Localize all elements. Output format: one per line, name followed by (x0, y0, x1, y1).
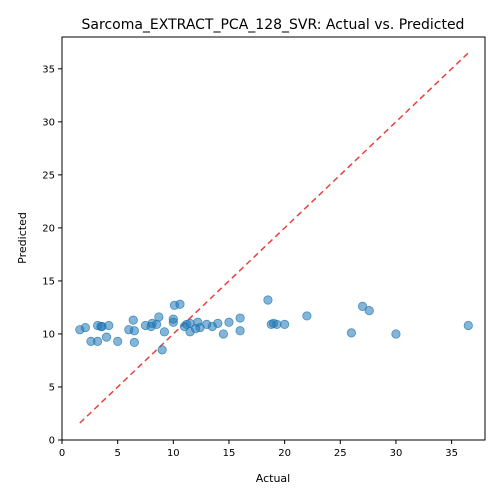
reference-line-layer (79, 52, 469, 424)
x-tick-label: 20 (278, 448, 291, 459)
data-point (364, 306, 374, 316)
x-axis-label: Actual (256, 472, 290, 485)
data-point (357, 301, 368, 311)
y-tick-label: 5 (49, 382, 55, 393)
x-tick-label: 15 (223, 448, 236, 459)
x-tick-label: 30 (390, 448, 403, 459)
data-point (93, 336, 103, 346)
data-point (154, 312, 164, 322)
data-points-layer (75, 295, 473, 355)
data-point (463, 320, 473, 331)
data-point (263, 295, 273, 305)
y-tick-label: 20 (42, 223, 55, 234)
x-tick-label: 25 (334, 448, 347, 459)
data-point (235, 326, 245, 336)
data-point (128, 315, 138, 325)
x-tick-label: 10 (167, 448, 180, 459)
reference-line (79, 52, 469, 424)
data-point (168, 314, 178, 324)
y-tick-label: 15 (42, 276, 55, 287)
data-point (346, 328, 357, 338)
data-point (129, 326, 139, 336)
data-point (235, 313, 245, 323)
data-point (101, 332, 112, 342)
x-tick-label: 5 (114, 448, 120, 459)
data-point (129, 337, 139, 348)
data-point (213, 318, 223, 328)
x-tick-label: 35 (445, 448, 458, 459)
data-point (80, 322, 90, 333)
y-axis-label: Predicted (16, 212, 29, 264)
x-axis-ticks: 0 5 10 15 20 25 30 35 (59, 440, 458, 459)
data-point (113, 336, 123, 346)
data-point (224, 317, 234, 327)
data-point (391, 329, 401, 339)
y-tick-label: 0 (49, 436, 55, 447)
data-point (157, 345, 167, 355)
data-point (159, 327, 170, 337)
y-tick-label: 35 (42, 64, 55, 75)
data-point (280, 319, 290, 330)
y-tick-label: 30 (42, 117, 55, 128)
data-point (272, 319, 282, 330)
data-point (104, 320, 114, 331)
x-tick-label: 0 (59, 448, 65, 459)
y-tick-label: 25 (42, 170, 55, 181)
y-axis-ticks: 0 5 10 15 20 25 30 35 (42, 64, 62, 447)
y-tick-label: 10 (42, 329, 55, 340)
plot-frame (61, 36, 486, 441)
data-point (175, 299, 185, 309)
chart-title: Sarcoma_EXTRACT_PCA_128_SVR: Actual vs. … (82, 17, 465, 33)
data-point (302, 311, 312, 321)
data-point (218, 329, 229, 339)
